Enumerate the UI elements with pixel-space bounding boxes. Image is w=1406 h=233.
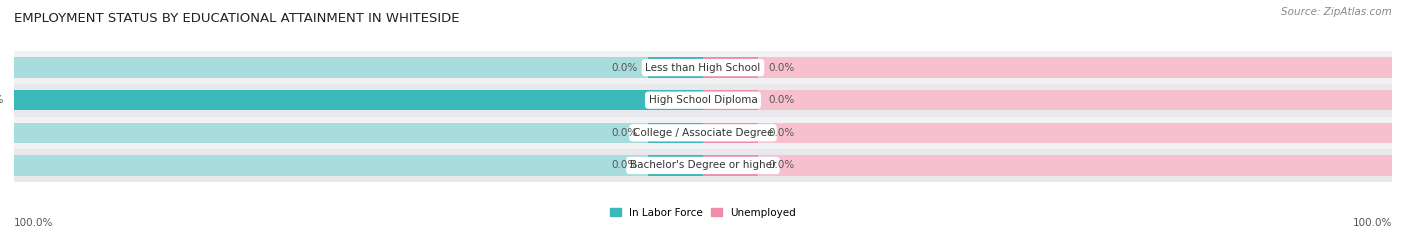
Text: College / Associate Degree: College / Associate Degree bbox=[633, 128, 773, 138]
Bar bbox=[14, 84, 1392, 116]
Bar bbox=[703, 155, 1392, 175]
Text: 0.0%: 0.0% bbox=[769, 128, 794, 138]
Text: 100.0%: 100.0% bbox=[1353, 218, 1392, 228]
Bar bbox=[14, 90, 703, 110]
Text: 100.0%: 100.0% bbox=[0, 95, 4, 105]
Text: 0.0%: 0.0% bbox=[769, 63, 794, 72]
Text: Bachelor's Degree or higher: Bachelor's Degree or higher bbox=[630, 161, 776, 170]
Text: Less than High School: Less than High School bbox=[645, 63, 761, 72]
Bar bbox=[703, 123, 1392, 143]
Text: 0.0%: 0.0% bbox=[769, 161, 794, 170]
Bar bbox=[14, 90, 703, 110]
Bar bbox=[648, 155, 703, 175]
Bar bbox=[648, 58, 703, 78]
Text: Source: ZipAtlas.com: Source: ZipAtlas.com bbox=[1281, 7, 1392, 17]
Legend: In Labor Force, Unemployed: In Labor Force, Unemployed bbox=[606, 204, 800, 222]
Text: 0.0%: 0.0% bbox=[612, 63, 637, 72]
Text: 0.0%: 0.0% bbox=[612, 161, 637, 170]
Bar bbox=[703, 58, 1392, 78]
Bar bbox=[648, 123, 703, 143]
Text: High School Diploma: High School Diploma bbox=[648, 95, 758, 105]
Text: 0.0%: 0.0% bbox=[612, 128, 637, 138]
Bar bbox=[14, 149, 1392, 182]
Bar bbox=[14, 51, 1392, 84]
Bar bbox=[703, 155, 758, 175]
Text: EMPLOYMENT STATUS BY EDUCATIONAL ATTAINMENT IN WHITESIDE: EMPLOYMENT STATUS BY EDUCATIONAL ATTAINM… bbox=[14, 12, 460, 25]
Bar bbox=[14, 155, 703, 175]
Text: 0.0%: 0.0% bbox=[769, 95, 794, 105]
Text: 100.0%: 100.0% bbox=[14, 218, 53, 228]
Bar bbox=[703, 123, 758, 143]
Bar bbox=[703, 58, 758, 78]
Bar bbox=[14, 58, 703, 78]
Bar bbox=[703, 90, 1392, 110]
Bar bbox=[14, 123, 703, 143]
Bar bbox=[703, 90, 758, 110]
Bar bbox=[14, 116, 1392, 149]
